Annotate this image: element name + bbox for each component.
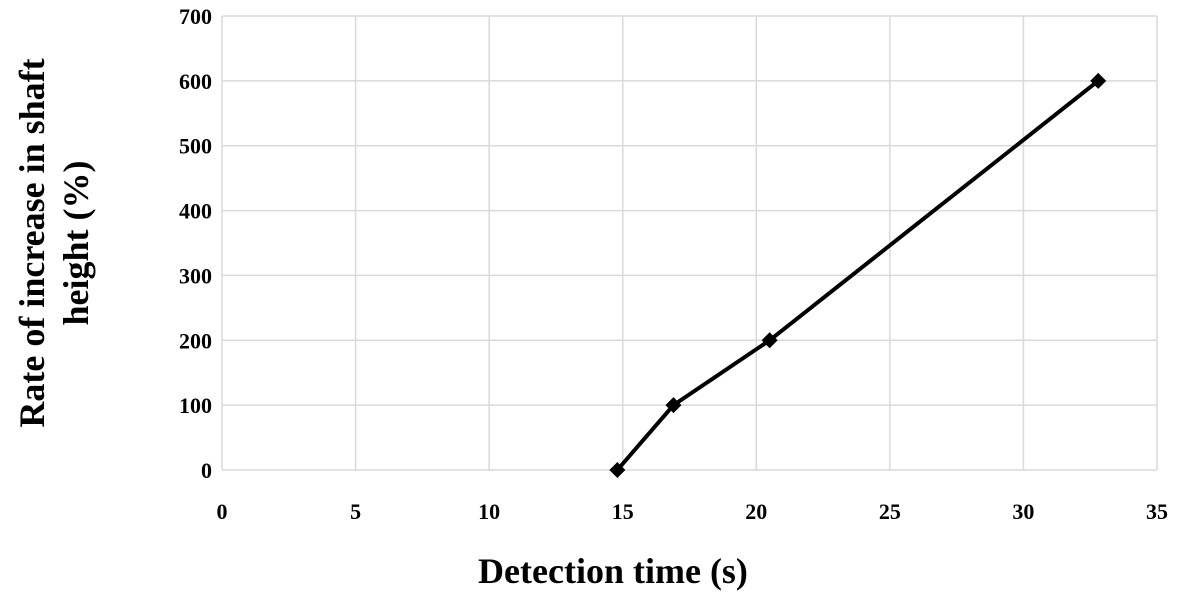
y-axis-title-line-1: Rate of increase in shaft [12, 58, 52, 427]
x-tick-label: 5 [350, 499, 361, 524]
y-axis-title: Rate of increase in shaft height (%) [12, 58, 96, 427]
y-axis-ticks: 0 100 200 300 400 500 600 700 [179, 4, 212, 483]
data-point-marker [1090, 72, 1107, 89]
data-series [609, 72, 1107, 478]
y-tick-label: 100 [179, 393, 212, 418]
x-tick-label: 25 [879, 499, 901, 524]
y-tick-label: 700 [179, 4, 212, 29]
x-tick-label: 15 [612, 499, 634, 524]
x-tick-label: 0 [217, 499, 228, 524]
data-point-marker [665, 397, 682, 414]
y-tick-label: 300 [179, 263, 212, 288]
x-tick-label: 10 [478, 499, 500, 524]
y-tick-label: 500 [179, 134, 212, 159]
x-tick-label: 20 [745, 499, 767, 524]
x-tick-label: 35 [1146, 499, 1168, 524]
y-tick-label: 400 [179, 199, 212, 224]
x-axis-ticks: 0 5 10 15 20 25 30 35 [217, 499, 1169, 524]
y-tick-label: 600 [179, 69, 212, 94]
x-tick-label: 30 [1012, 499, 1034, 524]
y-axis-title-line-2: height (%) [56, 161, 96, 326]
x-axis-title: Detection time (s) [478, 551, 748, 591]
series-line [615, 79, 1100, 472]
data-point-marker [609, 462, 626, 478]
grid [221, 15, 1158, 471]
y-tick-label: 0 [201, 458, 212, 483]
data-point-marker [761, 332, 778, 349]
y-tick-label: 200 [179, 328, 212, 353]
